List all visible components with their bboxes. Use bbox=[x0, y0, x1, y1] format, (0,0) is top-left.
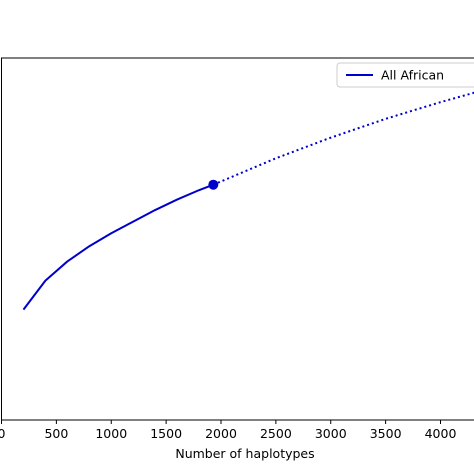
x-axis-ticks: 0 500 1000 1500 2000 2500 3000 3500 4000 bbox=[0, 420, 456, 441]
x-tick-label-3000: 3000 bbox=[315, 426, 347, 441]
legend: All African bbox=[336, 62, 474, 88]
x-tick-label-1500: 1500 bbox=[150, 426, 182, 441]
x-axis-label: Number of haplotypes bbox=[175, 446, 314, 461]
x-tick-label-2000: 2000 bbox=[205, 426, 237, 441]
x-tick-label-3500: 3500 bbox=[370, 426, 402, 441]
series-group bbox=[22, 91, 474, 311]
x-tick-label-1000: 1000 bbox=[95, 426, 127, 441]
series-line-all-african bbox=[22, 183, 214, 311]
x-tick-label-4000: 4000 bbox=[425, 426, 457, 441]
x-tick-label-0: 0 bbox=[0, 426, 6, 441]
legend-frame bbox=[336, 62, 474, 88]
legend-entry-all-african: All African bbox=[381, 68, 444, 83]
series-line-extrapolated bbox=[212, 91, 474, 186]
series-marker-point bbox=[208, 179, 219, 190]
x-tick-label-2500: 2500 bbox=[260, 426, 292, 441]
x-tick-label-500: 500 bbox=[44, 426, 68, 441]
